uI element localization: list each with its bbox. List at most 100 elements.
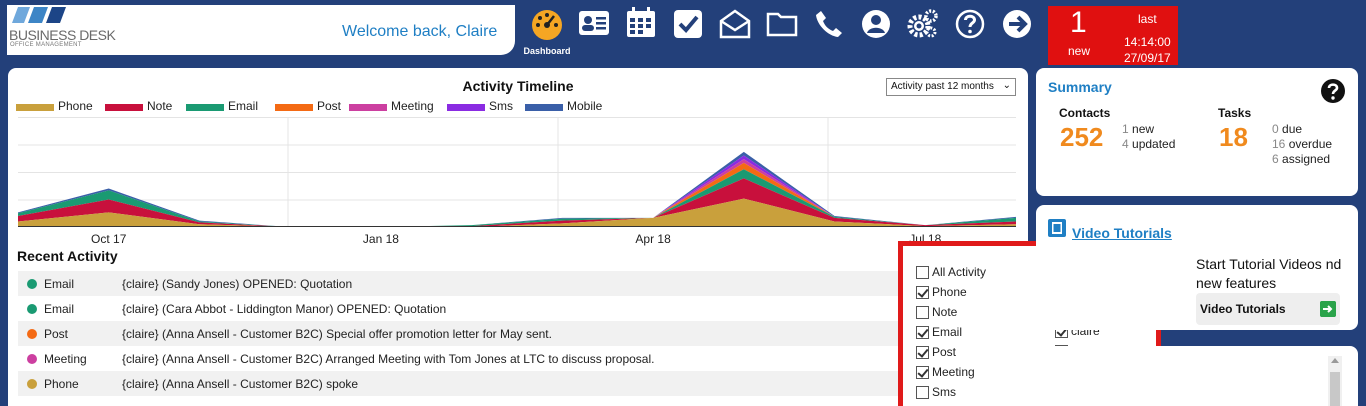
tasks-overdue[interactable]: 16 overdue: [1272, 137, 1332, 151]
activity-type-dot: [27, 378, 37, 389]
video-tutorials-button-label: Video Tutorials: [1200, 302, 1286, 316]
nav-mail[interactable]: [712, 4, 758, 64]
top-header: BUSINESS DESK OFFICE MANAGEMENT Welcome …: [0, 0, 1366, 66]
x-tick-label: Apr 18: [635, 232, 671, 246]
nav-files[interactable]: [759, 4, 805, 64]
activity-description: {claire} (Sandy Jones) OPENED: Quotation: [122, 276, 353, 291]
checkbox-unchecked-icon[interactable]: [916, 305, 929, 319]
logo-name: BUSINESS DESK: [9, 27, 116, 43]
activity-row[interactable]: Post {claire} (Anna Ansell - Customer B2C…: [18, 321, 908, 346]
checkbox-unchecked-icon[interactable]: [916, 265, 929, 279]
legend-item-phone[interactable]: Phone: [16, 99, 93, 113]
business-desk-logo[interactable]: BUSINESS DESK OFFICE MANAGEMENT: [9, 7, 129, 51]
activity-row[interactable]: Meeting {claire} (Anna Ansell - Customer …: [18, 346, 908, 371]
nav-dashboard-label: Dashboard: [523, 46, 571, 56]
legend-label: Note: [147, 99, 173, 113]
activity-timeline-chart: [18, 117, 1016, 227]
activity-type-dot: [27, 353, 37, 364]
go-arrow-icon: [1320, 301, 1336, 317]
filter-checkbox-label: Phone: [932, 285, 967, 299]
nav-settings[interactable]: [900, 4, 946, 64]
nav-profile[interactable]: [853, 4, 899, 64]
legend-item-email[interactable]: Email: [186, 99, 258, 113]
area-series-note: [18, 178, 1016, 227]
video-tutorials-title[interactable]: Video Tutorials: [1072, 225, 1172, 241]
nav-dashboard[interactable]: Dashboard: [523, 4, 571, 64]
nav-tasks[interactable]: [665, 4, 711, 64]
nav-contacts[interactable]: [571, 4, 617, 64]
summary-title: Summary: [1048, 79, 1112, 95]
recent-activity-list: Email {claire} (Sandy Jones) OPENED: Quot…: [18, 271, 908, 396]
legend-item-meeting[interactable]: Meeting: [349, 99, 434, 113]
tasks-overdue-count: 16: [1272, 137, 1286, 151]
activity-row[interactable]: Email {claire} (Cara Abbot - Liddington M…: [18, 296, 908, 321]
contacts-new[interactable]: 1 new: [1122, 122, 1154, 136]
notification-box[interactable]: 1 new last 14:14:00 27/09/17: [1048, 6, 1178, 65]
filter-checkbox-all-activity[interactable]: All Activity: [916, 265, 986, 279]
activity-row[interactable]: Email {claire} (Sandy Jones) OPENED: Quot…: [18, 271, 908, 296]
calendar-icon: [627, 7, 655, 37]
help-icon: [955, 9, 985, 39]
timeline-range-select[interactable]: Activity past 12 months ⌄: [886, 78, 1016, 96]
checkbox-checked-icon[interactable]: [916, 345, 929, 359]
legend-swatch: [275, 103, 313, 111]
user-profile-icon: [862, 10, 890, 38]
help-icon[interactable]: [1320, 78, 1346, 104]
filter-checkbox-post[interactable]: Post: [916, 345, 956, 359]
tasks-due[interactable]: 0 due: [1272, 122, 1302, 136]
logo-panel: BUSINESS DESK OFFICE MANAGEMENT Welcome …: [7, 5, 515, 55]
activity-type-dot: [27, 278, 37, 289]
contacts-card-icon: [579, 11, 609, 35]
filter-checkbox-label: Post: [932, 345, 957, 359]
legend-label: Sms: [489, 99, 513, 113]
legend-item-sms[interactable]: Sms: [447, 99, 513, 113]
scrollbar[interactable]: [1328, 356, 1342, 406]
notification-time: 14:14:00: [1124, 35, 1171, 49]
legend-item-post[interactable]: Post: [275, 99, 341, 113]
video-tutorials-panel: Video Tutorials Start Tutorial Videos nd…: [1036, 205, 1358, 330]
nav-help[interactable]: [947, 4, 993, 64]
legend-swatch: [525, 103, 563, 111]
filter-checkbox-label: Note: [932, 305, 958, 319]
filter-checkbox-phone[interactable]: Phone: [916, 285, 967, 299]
legend-item-mobile[interactable]: Mobile: [525, 99, 602, 113]
filter-checkbox-sms[interactable]: Sms: [916, 385, 956, 399]
notification-last-label: last: [1138, 12, 1157, 26]
legend-label: Phone: [58, 99, 93, 113]
filter-checkbox-label: Sms: [932, 385, 956, 399]
phone-icon: [816, 11, 842, 37]
tasks-assigned[interactable]: 6 assigned: [1272, 152, 1330, 166]
nav-calendar[interactable]: [618, 4, 664, 64]
filter-checkbox-note[interactable]: Note: [916, 305, 957, 319]
filter-checkbox-meeting[interactable]: Meeting: [916, 365, 975, 379]
area-series-mobile: [18, 151, 1016, 227]
checkbox-checked-icon[interactable]: [916, 325, 929, 339]
contacts-new-label: new: [1132, 122, 1155, 136]
contacts-count[interactable]: 252: [1060, 122, 1104, 152]
checkbox-checked-icon[interactable]: [916, 285, 929, 299]
legend-label: Mobile: [567, 99, 603, 113]
activity-type-dot: [27, 328, 37, 339]
activity-description: {claire} (Anna Ansell - Customer B2C) sp…: [122, 376, 359, 391]
tasks-count[interactable]: 18: [1219, 122, 1248, 152]
legend-swatch: [105, 103, 143, 111]
tasks-checkbox-icon: [674, 10, 702, 38]
scrollbar-thumb[interactable]: [1330, 372, 1340, 406]
contacts-new-count: 1: [1122, 122, 1129, 136]
contacts-updated-count: 4: [1122, 137, 1129, 151]
nav-calls[interactable]: [806, 4, 852, 64]
checkbox-unchecked-icon[interactable]: [916, 385, 929, 399]
timeline-range-value: Activity past 12 months: [891, 81, 994, 92]
nav-logout[interactable]: [994, 4, 1040, 64]
legend-label: Email: [228, 99, 259, 113]
scroll-up-arrow-icon[interactable]: [1331, 358, 1339, 363]
legend-item-note[interactable]: Note: [105, 99, 172, 113]
filter-checkbox-email[interactable]: Email: [916, 325, 962, 339]
tasks-overdue-label: overdue: [1288, 137, 1333, 151]
checkbox-checked-icon[interactable]: [916, 365, 929, 379]
activity-type: Email: [44, 276, 75, 291]
filter-checkbox-label: Email: [932, 325, 963, 339]
contacts-updated[interactable]: 4 updated: [1122, 137, 1175, 151]
video-tutorials-button[interactable]: Video Tutorials: [1196, 293, 1340, 325]
activity-row[interactable]: Phone {claire} (Anna Ansell - Customer B2…: [18, 371, 908, 396]
